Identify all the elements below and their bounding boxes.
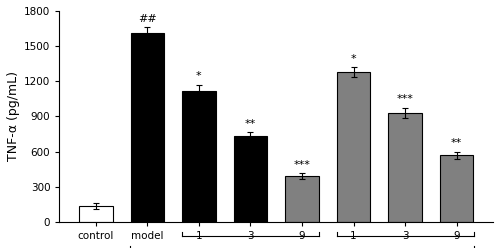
- Text: *: *: [196, 71, 202, 81]
- Y-axis label: TNF-α (pg/mL): TNF-α (pg/mL): [7, 71, 20, 161]
- Bar: [440, 155, 474, 222]
- Text: **: **: [245, 119, 256, 129]
- Text: ***: ***: [396, 94, 413, 104]
- Text: *: *: [350, 54, 356, 64]
- Bar: [182, 91, 216, 222]
- Bar: [130, 33, 164, 222]
- Bar: [285, 176, 318, 222]
- Bar: [234, 136, 267, 222]
- Text: **: **: [451, 138, 462, 148]
- Text: ***: ***: [294, 160, 310, 170]
- Bar: [337, 72, 370, 222]
- Bar: [388, 113, 422, 222]
- Text: ##: ##: [138, 14, 157, 24]
- Bar: [79, 206, 112, 222]
